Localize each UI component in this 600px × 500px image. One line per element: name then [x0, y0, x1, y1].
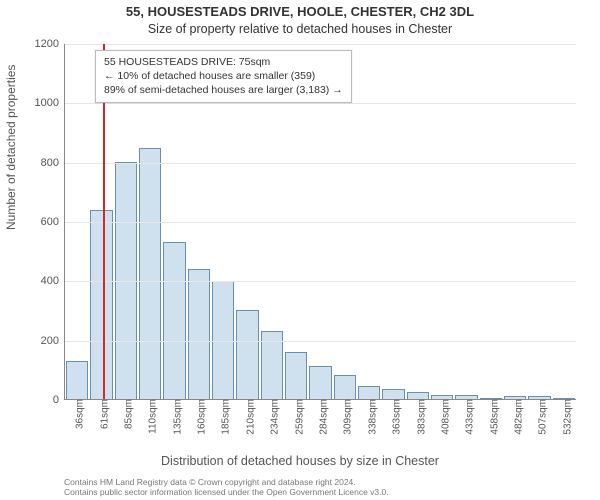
gridline [65, 281, 576, 282]
y-tick-label: 400 [19, 275, 65, 287]
x-tick-label: 383sqm [410, 399, 427, 435]
y-tick-label: 1200 [19, 38, 65, 50]
histogram-bar [66, 361, 88, 399]
x-tick-label: 433sqm [459, 399, 476, 435]
y-tick-label: 600 [19, 216, 65, 228]
gridline [65, 222, 576, 223]
histogram-bar [285, 352, 307, 399]
x-tick-label: 61sqm [93, 399, 110, 429]
x-tick-label: 160sqm [191, 399, 208, 435]
x-tick-label: 532sqm [556, 399, 573, 435]
y-tick-label: 0 [19, 394, 65, 406]
histogram-bar [188, 269, 210, 399]
x-tick-label: 259sqm [288, 399, 305, 435]
footer-line-2: Contains public sector information licen… [64, 487, 590, 498]
histogram-bar [309, 366, 331, 399]
histogram-bar [382, 389, 404, 399]
callout-line1: 55 HOUSESTEADS DRIVE: 75sqm [104, 55, 343, 69]
title-line-1: 55, HOUSESTEADS DRIVE, HOOLE, CHESTER, C… [0, 4, 600, 19]
y-tick-label: 200 [19, 335, 65, 347]
plot-area: 02004006008001000120036sqm61sqm85sqm110s… [64, 44, 576, 400]
histogram-bar [163, 242, 185, 399]
histogram-bar [139, 148, 161, 399]
histogram-bar [90, 210, 112, 399]
title-line-2: Size of property relative to detached ho… [0, 22, 600, 36]
x-tick-label: 507sqm [532, 399, 549, 435]
x-tick-label: 135sqm [166, 399, 183, 435]
footer-line-1: Contains HM Land Registry data © Crown c… [64, 477, 590, 488]
histogram-bar [358, 386, 380, 399]
gridline [65, 103, 576, 104]
x-axis-label: Distribution of detached houses by size … [0, 454, 600, 468]
footer-attribution: Contains HM Land Registry data © Crown c… [64, 477, 590, 498]
x-tick-label: 338sqm [361, 399, 378, 435]
x-tick-label: 309sqm [337, 399, 354, 435]
x-tick-label: 458sqm [483, 399, 500, 435]
y-axis-label: Number of detached properties [4, 65, 18, 230]
gridline [65, 163, 576, 164]
histogram-bar [236, 310, 258, 399]
histogram-bar [407, 392, 429, 399]
x-tick-label: 210sqm [239, 399, 256, 435]
callout-box: 55 HOUSESTEADS DRIVE: 75sqm← 10% of deta… [95, 50, 352, 103]
x-tick-label: 110sqm [142, 399, 159, 434]
x-tick-label: 234sqm [264, 399, 281, 435]
y-tick-label: 1000 [19, 97, 65, 109]
x-tick-label: 482sqm [508, 399, 525, 435]
x-tick-label: 85sqm [117, 399, 134, 429]
x-tick-label: 185sqm [215, 399, 232, 435]
chart-wrapper: 55, HOUSESTEADS DRIVE, HOOLE, CHESTER, C… [0, 0, 600, 500]
gridline [65, 44, 576, 45]
gridline [65, 341, 576, 342]
x-tick-label: 284sqm [313, 399, 330, 435]
x-tick-label: 363sqm [386, 399, 403, 435]
histogram-bar [334, 375, 356, 399]
y-tick-label: 800 [19, 157, 65, 169]
callout-line2: ← 10% of detached houses are smaller (35… [104, 69, 343, 83]
callout-line3: 89% of semi-detached houses are larger (… [104, 83, 343, 97]
x-tick-label: 408sqm [434, 399, 451, 435]
x-tick-label: 36sqm [69, 399, 86, 429]
